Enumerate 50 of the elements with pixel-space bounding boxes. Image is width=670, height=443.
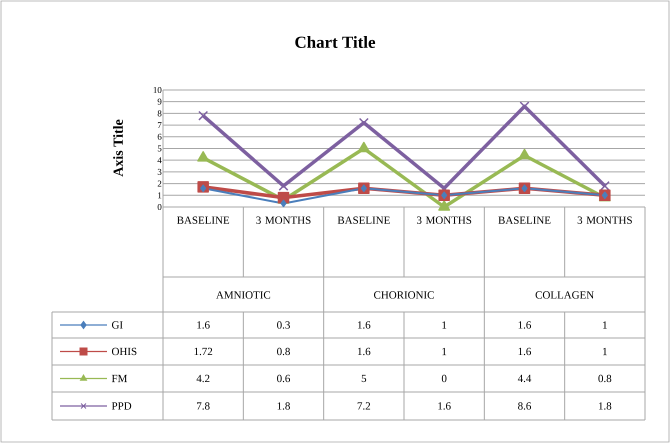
y-axis-title: Axis Title (113, 120, 123, 177)
text: AMNIOTIC (216, 291, 270, 299)
data-label: 8.6 (518, 402, 532, 410)
data-label: 0.8 (277, 348, 290, 356)
text: COLLAGEN (536, 291, 594, 299)
y-tick-label: 5 (158, 146, 162, 152)
data-label: 7.2 (358, 402, 370, 410)
y-tick-label: 7 (158, 122, 162, 128)
data-label: 1.8 (278, 402, 290, 410)
data-label: 1.72 (194, 348, 212, 356)
data-label: 1.8 (598, 402, 612, 410)
y-tick-label: 1 (158, 192, 162, 198)
data-label: 4.4 (518, 374, 532, 382)
data-label: 0.6 (277, 374, 290, 382)
data-label: 1.6 (358, 321, 370, 329)
data-label: 1 (603, 321, 607, 329)
x-tick-label: 3 MONTHS (578, 216, 632, 224)
data-label: 1.6 (438, 402, 451, 410)
data-label: 7.8 (197, 402, 210, 410)
data-label: 0.8 (598, 374, 612, 382)
y-tick-label: 0 (158, 204, 162, 210)
y-tick-label: 4 (158, 157, 162, 164)
data-label: 1 (442, 348, 446, 356)
data-label: 4.2 (196, 374, 210, 382)
data-label: 0 (442, 374, 446, 382)
data-label: 5 (362, 374, 366, 382)
chart-title: Chart Title (295, 36, 376, 48)
data-label: 1.6 (197, 321, 210, 329)
x-tick-label: BASELINE (338, 216, 390, 224)
y-tick-label: 9 (158, 98, 162, 105)
legend-label: GI (112, 321, 123, 329)
data-label: 1.6 (358, 348, 370, 356)
text: CHORIONIC (374, 291, 434, 299)
legend-label: OHIS (112, 348, 136, 356)
y-tick-label: 3 (158, 168, 162, 175)
data-label: 1.6 (518, 348, 532, 356)
x-tick-label: BASELINE (177, 216, 230, 224)
data-label: 1 (442, 321, 446, 329)
x-tick-label: BASELINE (498, 216, 550, 224)
y-tick-label: 10 (154, 86, 162, 94)
legend-label: FM (112, 374, 128, 382)
y-tick-label: 6 (158, 134, 162, 140)
data-label: 1 (603, 348, 607, 356)
data-label: 1.6 (518, 321, 532, 329)
data-label: 0.3 (277, 321, 290, 329)
legend-label: PPD (112, 402, 132, 410)
x-tick-label: 3 MONTHS (417, 216, 472, 224)
y-tick-label: 8 (158, 110, 162, 116)
x-tick-label: 3 MONTHS (256, 216, 311, 224)
y-tick-label: 2 (158, 180, 162, 187)
